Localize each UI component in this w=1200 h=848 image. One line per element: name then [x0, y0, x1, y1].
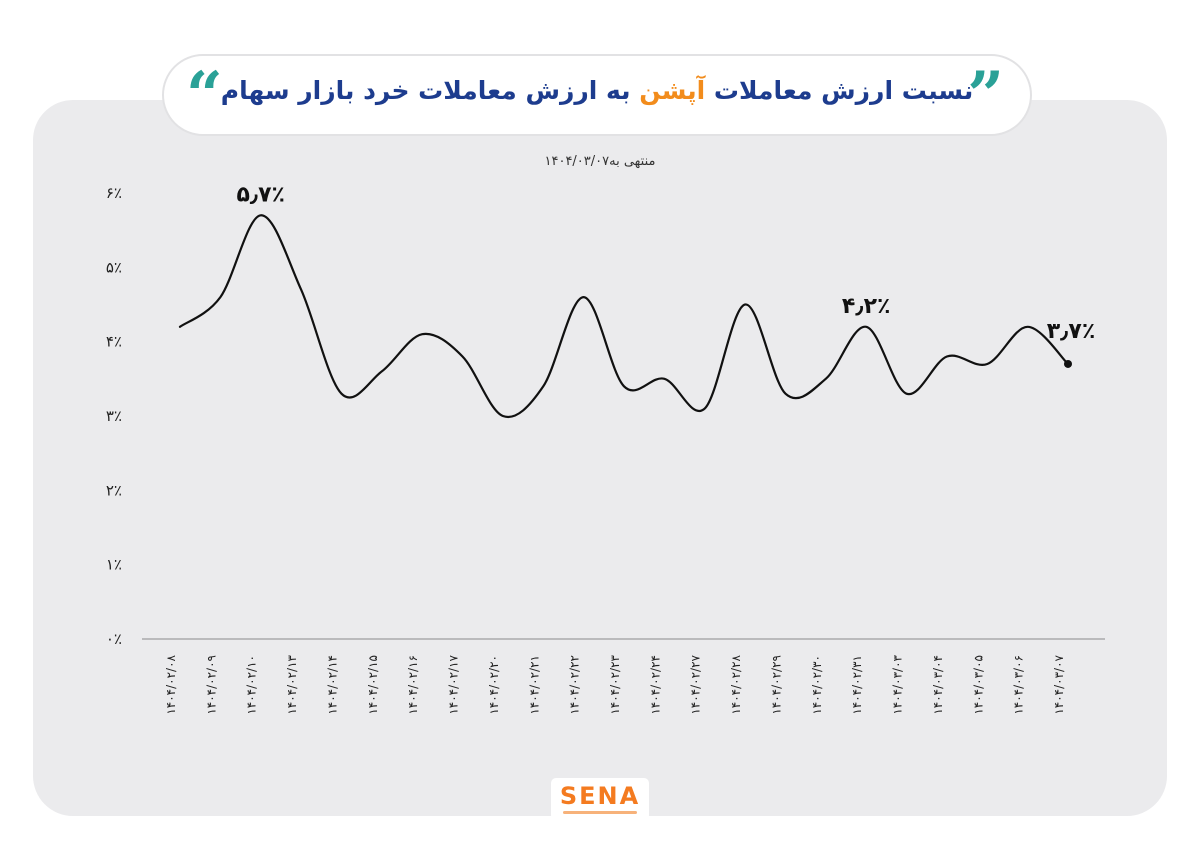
x-tick-label: ۱۴۰۴/۰۲/۳۰	[810, 655, 824, 715]
x-tick-label: ۱۴۰۴/۰۲/۱۵	[366, 655, 380, 715]
x-tick-label: ۱۴۰۴/۰۲/۲۳	[608, 654, 622, 714]
x-tick-label: ۱۴۰۴/۰۲/۱۰	[245, 655, 259, 715]
x-tick-label: ۱۴۰۴/۰۳/۰۶	[1012, 655, 1026, 715]
x-tick-label: ۱۴۰۴/۰۲/۳۱	[850, 655, 864, 715]
x-tick-label: ۱۴۰۴/۰۲/۱۴	[325, 655, 339, 715]
x-tick-label: ۱۴۰۴/۰۲/۰۸	[164, 654, 178, 714]
title-part1: نسبت ارزش معاملات	[713, 76, 974, 105]
y-tick-label: ۳٪	[106, 407, 122, 425]
title-part3: به ارزش معاملات خرد بازار سهام	[220, 76, 631, 105]
x-tick-label: ۱۴۰۴/۰۲/۱۶	[406, 655, 420, 715]
x-tick-label: ۱۴۰۴/۰۲/۲۰	[487, 655, 501, 715]
y-tick-label: ۵٪	[106, 258, 122, 276]
sena-logo: SENA	[551, 778, 649, 820]
x-axis-ticks: ۱۴۰۴/۰۲/۰۸ ۱۴۰۴/۰۲/۰۹ ۱۴۰۴/۰۲/۱۰ ۱۴۰۴/۰۲/۱۳…	[164, 654, 1066, 714]
series-line	[178, 214, 1072, 419]
y-tick-label: ۶٪	[106, 184, 122, 202]
end-point	[1064, 359, 1072, 368]
x-tick-label: ۱۴۰۴/۰۲/۲۷	[689, 654, 703, 714]
x-tick-label: ۱۴۰۴/۰۳/۰۵	[971, 655, 985, 715]
y-tick-label: ۴٪	[106, 333, 122, 351]
data-labels: ۵٫۷٪ ۴٫۲٪ ۳٫۷٪	[236, 182, 1095, 344]
x-tick-label: ۱۴۰۴/۰۲/۲۱	[527, 655, 541, 715]
x-tick-label: ۱۴۰۴/۰۳/۰۳	[891, 654, 905, 714]
chart-card	[33, 100, 1167, 816]
logo-text: SENA	[559, 782, 641, 810]
x-tick-label: ۱۴۰۴/۰۲/۱۳	[285, 654, 299, 714]
data-label: ۵٫۷٪	[236, 182, 285, 207]
title-part2: آپشن	[639, 76, 706, 105]
x-tick-label: ۱۴۰۴/۰۳/۰۴	[931, 655, 945, 715]
y-tick-label: ۰٪	[106, 630, 122, 648]
chart-title: نسبت ارزش معاملات آپشن به ارزش معاملات خ…	[164, 76, 1030, 105]
series-path	[178, 214, 1070, 419]
x-tick-label: ۱۴۰۴/۰۲/۱۷	[447, 654, 461, 714]
data-label: ۴٫۲٪	[842, 294, 891, 319]
x-tick-label: ۱۴۰۴/۰۲/۲۹	[769, 655, 783, 715]
x-tick-label: ۱۴۰۴/۰۲/۲۲	[568, 655, 582, 715]
logo-underline	[563, 811, 637, 814]
x-tick-label: ۱۴۰۴/۰۳/۰۷	[1052, 654, 1066, 714]
chart-subtitle: منتهی به۱۴۰۴/۰۳/۰۷	[544, 154, 656, 169]
y-axis-ticks: ۰٪ ۱٪ ۲٪ ۳٪ ۴٪ ۵٪ ۶٪	[106, 184, 122, 648]
title-banner: ” نسبت ارزش معاملات آپشن به ارزش معاملات…	[162, 54, 1032, 136]
x-tick-label: ۱۴۰۴/۰۲/۰۹	[204, 655, 218, 715]
data-label: ۳٫۷٪	[1047, 319, 1096, 344]
quote-open-icon: ”	[967, 58, 1004, 133]
y-tick-label: ۱٪	[106, 556, 122, 574]
y-tick-label: ۲٪	[106, 481, 122, 499]
x-tick-label: ۱۴۰۴/۰۲/۲۴	[648, 655, 662, 715]
x-tick-label: ۱۴۰۴/۰۲/۲۸	[729, 654, 743, 714]
quote-close-icon: “	[186, 58, 223, 133]
